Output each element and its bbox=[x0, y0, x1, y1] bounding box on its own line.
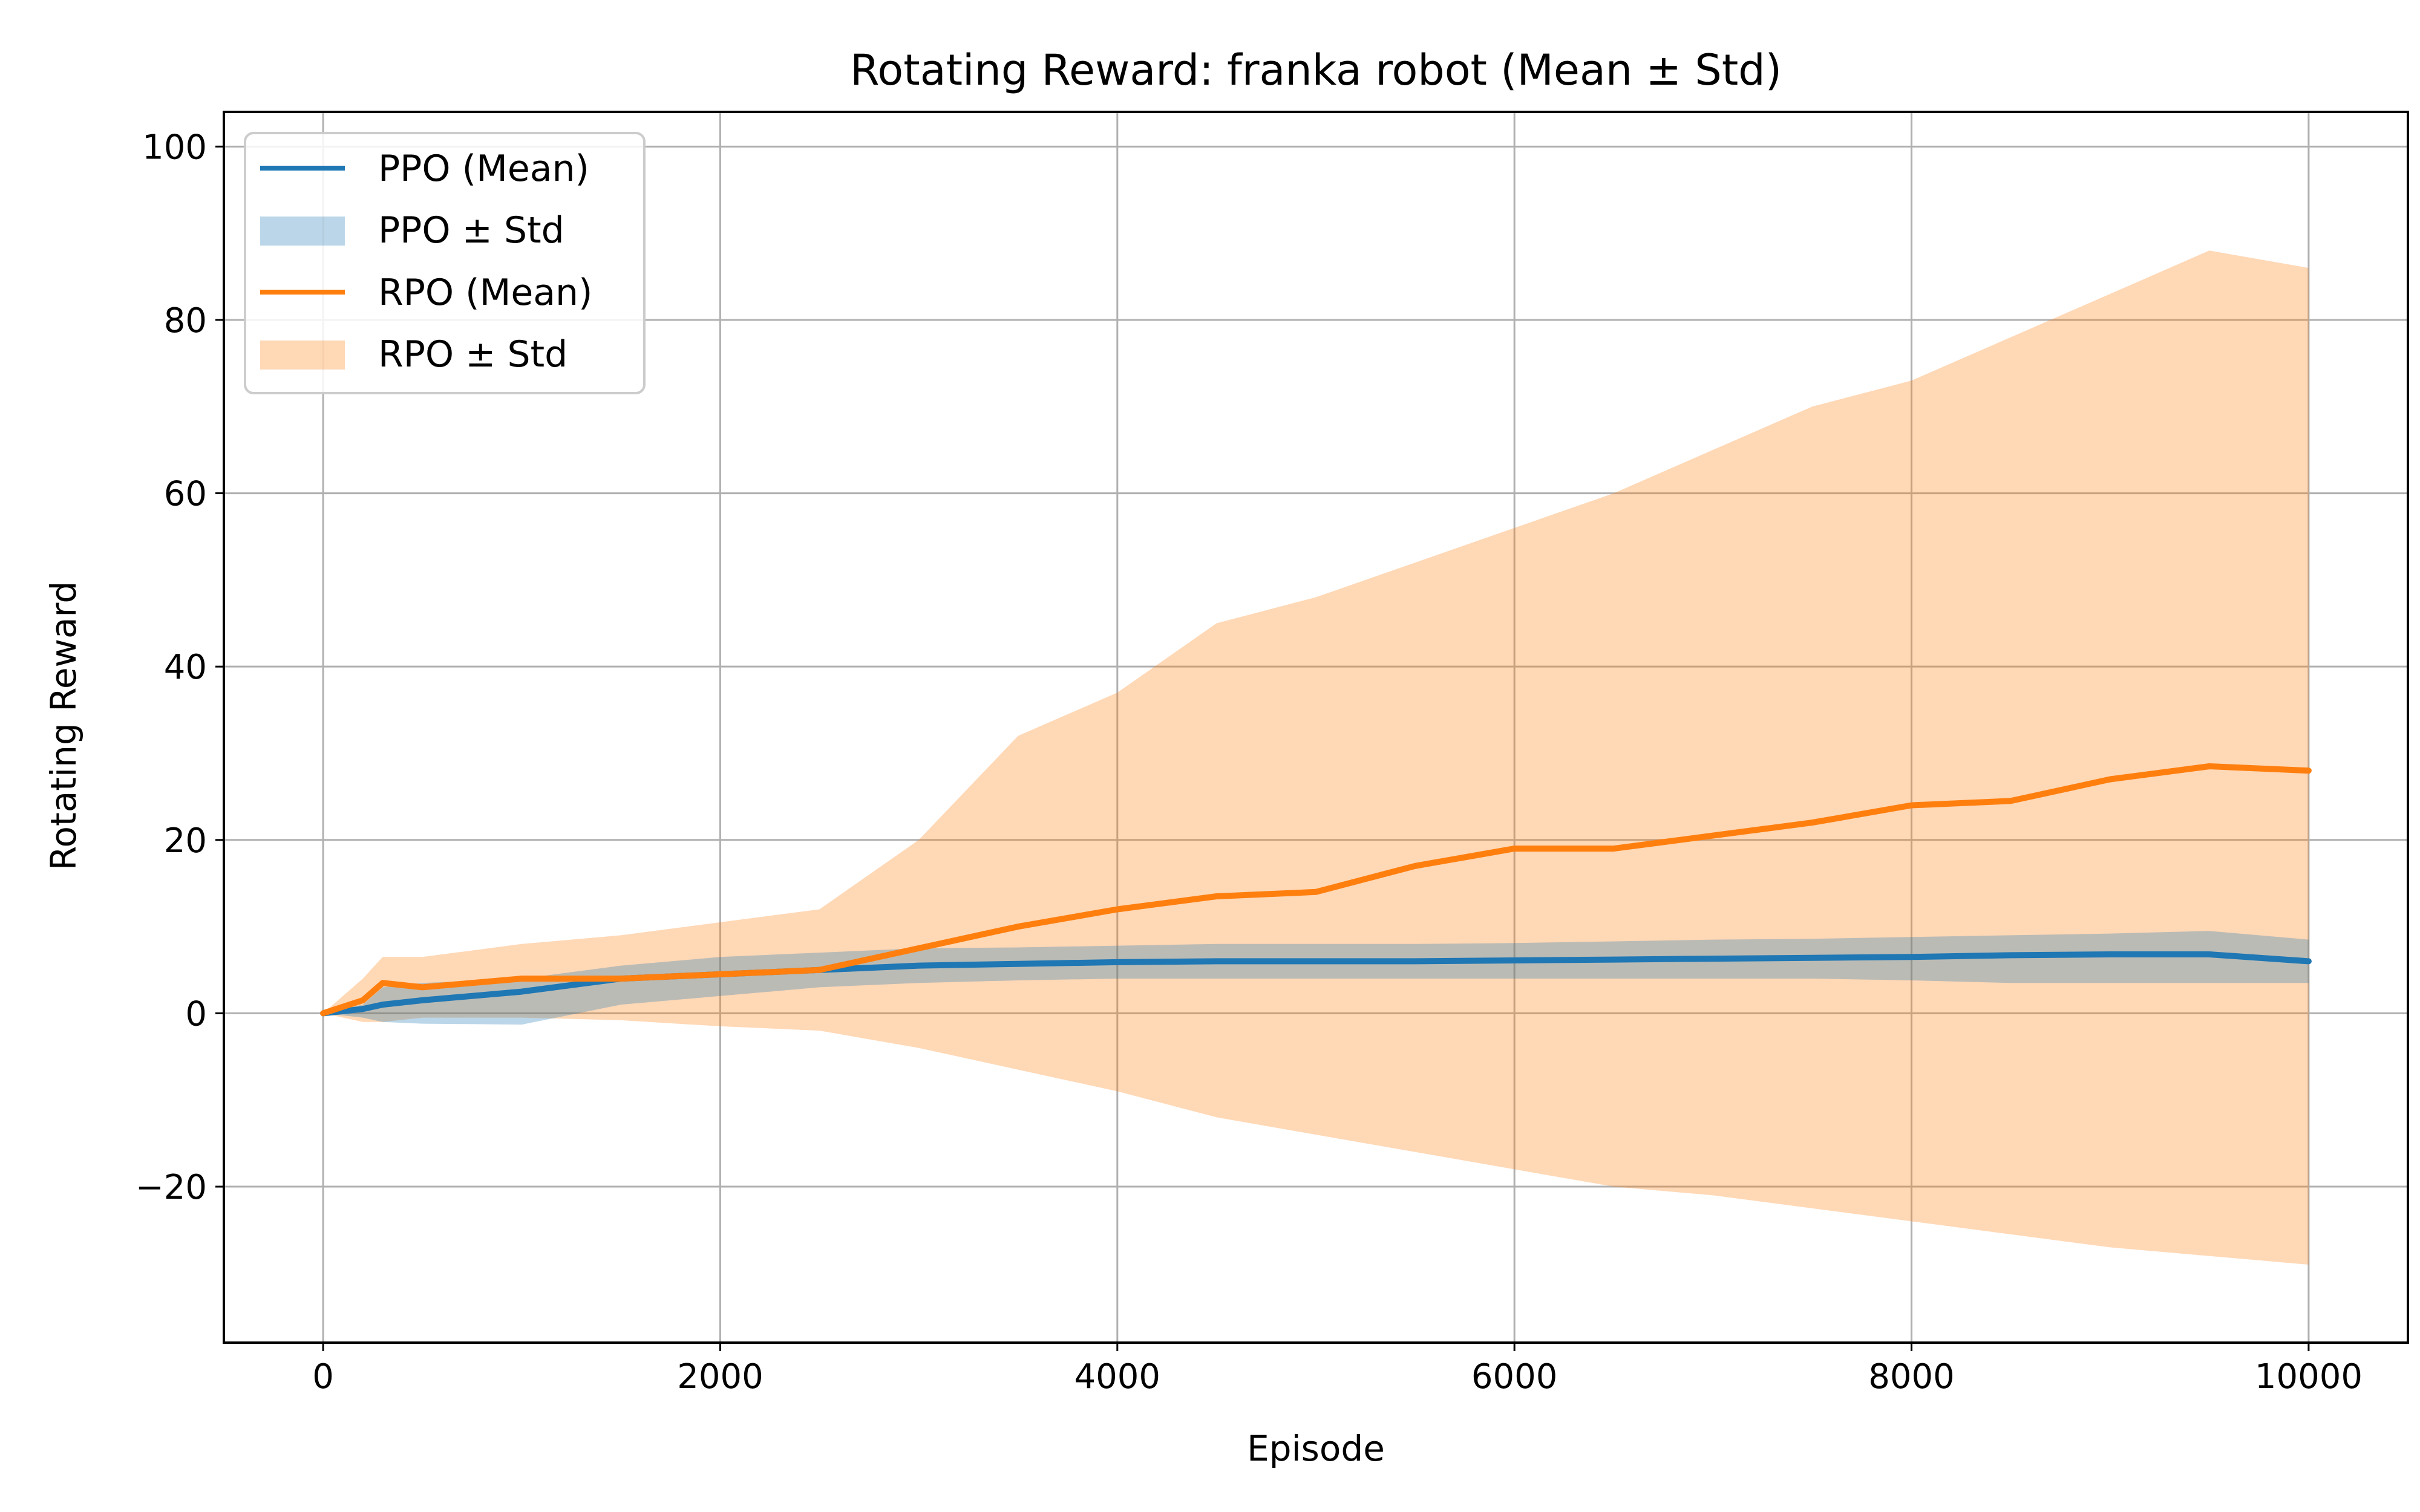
rpo-std-band bbox=[323, 250, 2309, 1265]
y-tick-label: −20 bbox=[136, 1168, 207, 1207]
grid-lines bbox=[224, 112, 2408, 1343]
y-axis-ticks: −20 0 20 40 60 80 100 bbox=[136, 128, 224, 1207]
plot-frame bbox=[223, 111, 2409, 1344]
legend-swatch-rpo-std bbox=[260, 341, 345, 370]
legend-label-ppo-std: PPO ± Std bbox=[378, 209, 564, 252]
y-tick-label: 40 bbox=[164, 648, 207, 687]
ppo-std-band bbox=[323, 931, 2309, 1025]
y-tick-label: 60 bbox=[164, 475, 207, 514]
legend: PPO (Mean) PPO ± Std RPO (Mean) RPO ± St… bbox=[244, 132, 646, 394]
x-axis-ticks: 0 2000 4000 6000 8000 10000 bbox=[312, 1343, 2363, 1396]
x-tick-label: 0 bbox=[312, 1357, 334, 1396]
chart-title: Rotating Reward: franka robot (Mean ± St… bbox=[850, 45, 1782, 95]
x-axis-label: Episode bbox=[1247, 1428, 1385, 1469]
legend-label-ppo-mean: PPO (Mean) bbox=[378, 148, 589, 190]
legend-swatch-ppo-std bbox=[260, 217, 345, 246]
y-axis-label: Rotating Reward bbox=[43, 581, 84, 870]
y-tick-label: 80 bbox=[164, 301, 207, 341]
ppo-mean-line bbox=[320, 951, 2312, 1017]
legend-frame bbox=[244, 132, 646, 394]
mean-lines bbox=[320, 763, 2312, 1017]
legend-label-rpo-std: RPO ± Std bbox=[378, 333, 567, 376]
rpo-mean-line bbox=[320, 763, 2312, 1017]
x-tick-label: 4000 bbox=[1074, 1357, 1161, 1396]
x-tick-label: 8000 bbox=[1868, 1357, 1955, 1396]
y-tick-label: 0 bbox=[185, 994, 207, 1034]
x-tick-label: 6000 bbox=[1471, 1357, 1558, 1396]
x-tick-label: 10000 bbox=[2255, 1357, 2363, 1396]
y-tick-label: 20 bbox=[164, 821, 207, 861]
x-tick-label: 2000 bbox=[677, 1357, 764, 1396]
legend-label-rpo-mean: RPO (Mean) bbox=[378, 272, 592, 314]
y-tick-label: 100 bbox=[142, 128, 207, 167]
std-bands bbox=[323, 250, 2309, 1265]
